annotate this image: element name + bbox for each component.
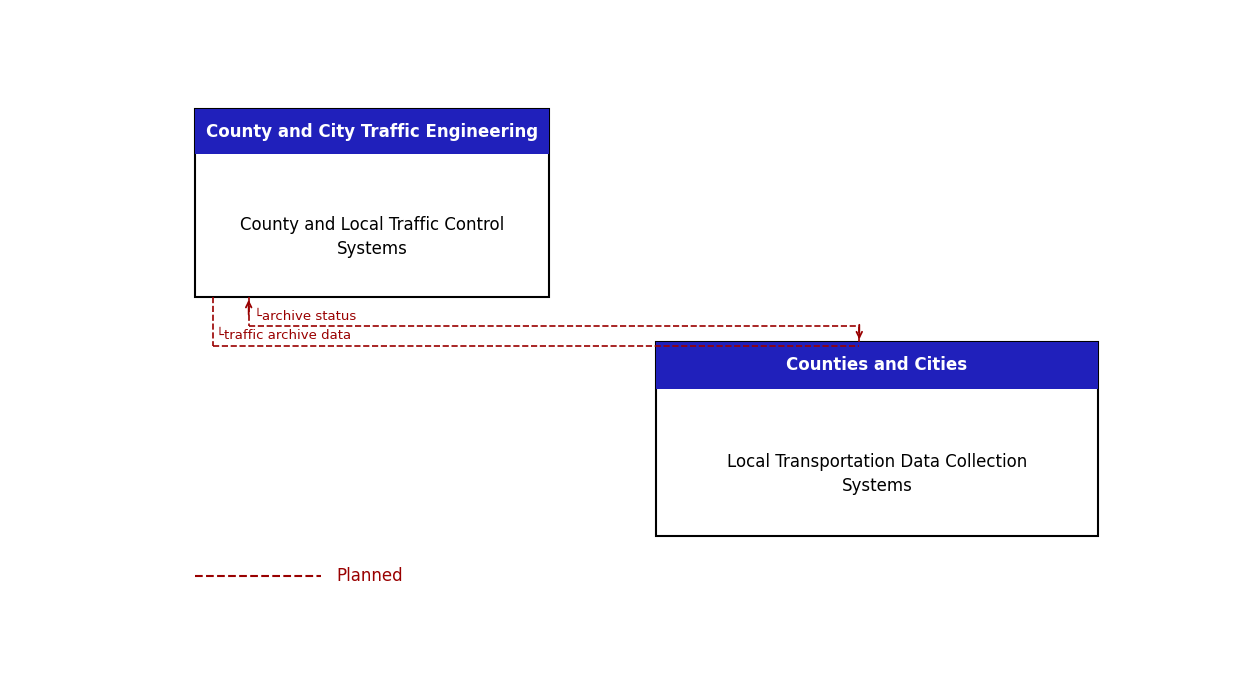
- Bar: [656, 342, 1098, 535]
- Text: Planned: Planned: [336, 568, 403, 585]
- Text: Local Transportation Data Collection
Systems: Local Transportation Data Collection Sys…: [727, 453, 1027, 495]
- Bar: [656, 342, 1098, 389]
- Text: └archive status: └archive status: [253, 310, 356, 323]
- Bar: [195, 109, 550, 297]
- Text: County and City Traffic Engineering: County and City Traffic Engineering: [207, 122, 538, 140]
- Text: Counties and Cities: Counties and Cities: [786, 356, 968, 374]
- Text: └traffic archive data: └traffic archive data: [215, 329, 351, 342]
- Bar: [195, 109, 550, 154]
- Text: County and Local Traffic Control
Systems: County and Local Traffic Control Systems: [240, 216, 505, 258]
